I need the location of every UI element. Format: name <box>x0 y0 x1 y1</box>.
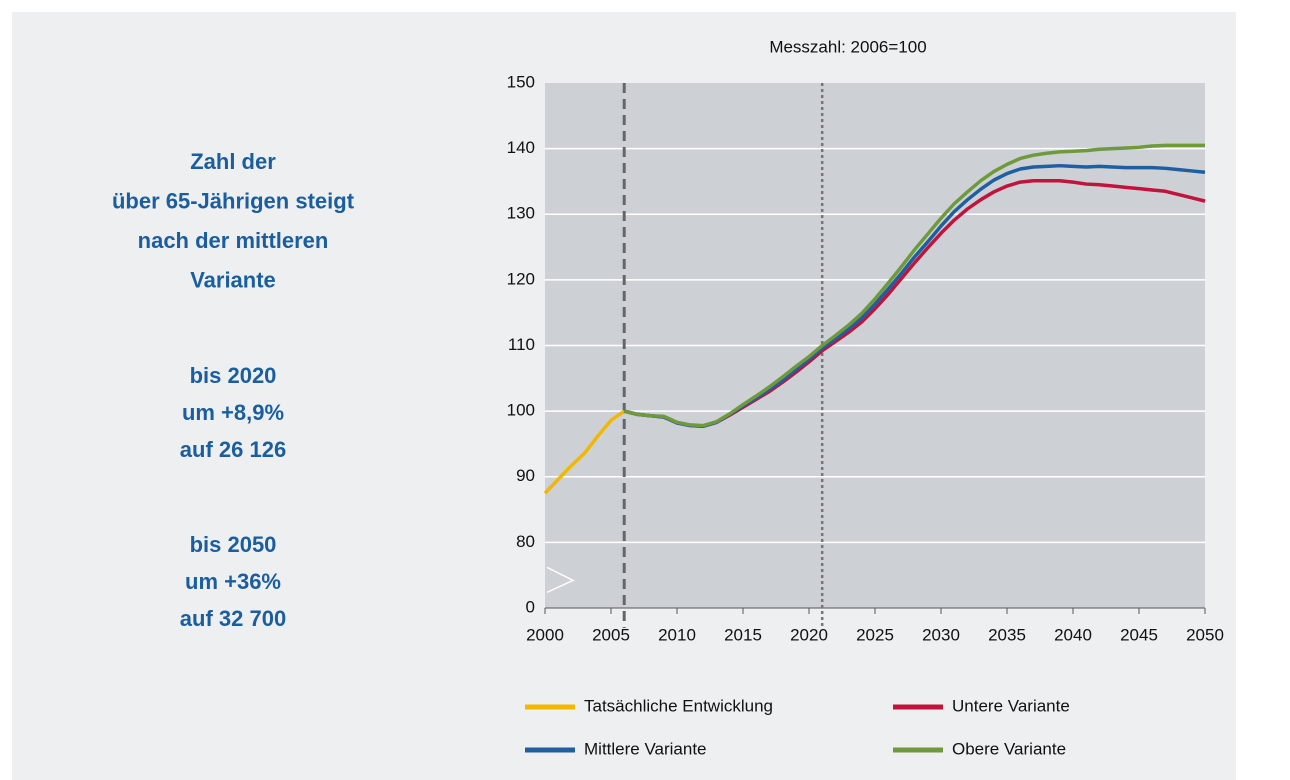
x-tick-label: 2000 <box>526 625 564 644</box>
y-tick-label: 110 <box>508 335 535 354</box>
x-tick-label: 2025 <box>856 625 894 644</box>
y-tick-label: 80 <box>516 532 535 551</box>
legend-label: Tatsächliche Entwicklung <box>584 696 773 715</box>
x-tick-label: 2005 <box>592 625 630 644</box>
side-text: Variante <box>190 267 276 292</box>
y-tick-label: 150 <box>507 72 535 91</box>
side-text: bis 2020 <box>190 363 277 388</box>
side-text: bis 2050 <box>190 532 277 557</box>
legend-label: Untere Variante <box>952 696 1070 715</box>
side-text: um +36% <box>185 569 281 594</box>
side-text: Zahl der <box>190 149 276 174</box>
x-tick-label: 2030 <box>922 625 960 644</box>
y-tick-label: 130 <box>507 204 535 223</box>
y-tick-label: 0 <box>526 597 535 616</box>
side-text: nach der mittleren <box>138 228 329 253</box>
side-text: über 65-Jährigen steigt <box>112 188 355 213</box>
side-text: auf 26 126 <box>180 437 286 462</box>
y-tick-label: 90 <box>516 466 535 485</box>
x-tick-label: 2045 <box>1120 625 1158 644</box>
x-tick-label: 2040 <box>1054 625 1092 644</box>
x-tick-label: 2020 <box>790 625 828 644</box>
side-text: auf 32 700 <box>180 606 286 631</box>
side-text: um +8,9% <box>182 400 284 425</box>
chart-title: Messzahl: 2006=100 <box>769 37 926 56</box>
y-tick-label: 100 <box>507 401 535 420</box>
series-line <box>543 409 626 495</box>
x-tick-label: 2050 <box>1186 625 1224 644</box>
legend-label: Mittlere Variante <box>584 739 707 758</box>
series-line <box>623 143 1205 428</box>
x-tick-label: 2015 <box>724 625 762 644</box>
legend-label: Obere Variante <box>952 739 1066 758</box>
x-tick-label: 2010 <box>658 625 696 644</box>
y-tick-label: 120 <box>507 269 535 288</box>
y-tick-label: 140 <box>507 138 535 157</box>
axis-break <box>546 566 575 594</box>
x-tick-label: 2035 <box>988 625 1026 644</box>
